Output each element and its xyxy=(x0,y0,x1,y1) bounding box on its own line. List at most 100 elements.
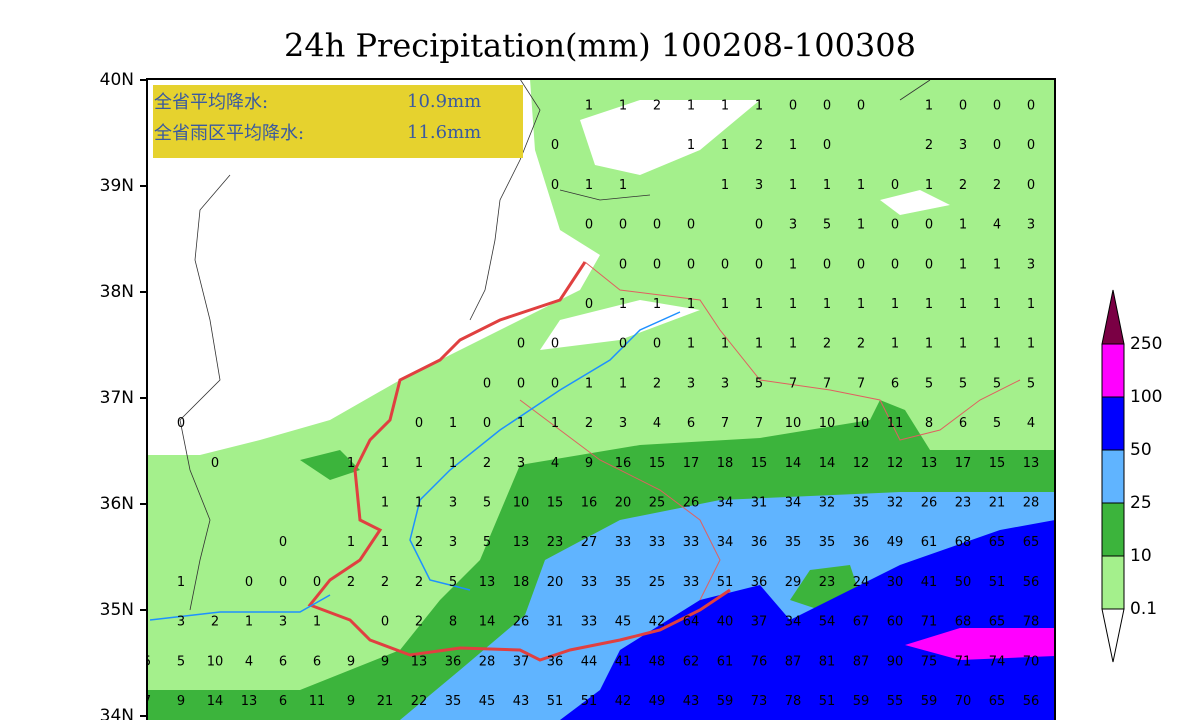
grid-value: 0 xyxy=(551,376,559,391)
grid-value: 1 xyxy=(415,496,423,511)
colorbar-label: 250 xyxy=(1130,334,1162,354)
grid-value: 48 xyxy=(649,654,666,669)
grid-value: 5 xyxy=(483,535,491,550)
grid-value: 13 xyxy=(411,654,428,669)
grid-value: 5 xyxy=(449,575,457,590)
grid-value: 59 xyxy=(717,694,734,709)
grid-value: 3 xyxy=(279,615,287,630)
grid-value: 68 xyxy=(955,535,972,550)
grid-value: 10 xyxy=(513,496,530,511)
grid-value: 14 xyxy=(207,694,224,709)
grid-value: 67 xyxy=(853,615,870,630)
grid-value: 51 xyxy=(581,694,598,709)
grid-value: 0 xyxy=(823,138,831,153)
grid-value: 13 xyxy=(1023,456,1040,471)
grid-value: 0 xyxy=(619,257,627,272)
grid-value: 0 xyxy=(891,218,899,233)
grid-value: 2 xyxy=(653,99,661,114)
lat-label: 39N xyxy=(100,176,134,196)
grid-value: 3 xyxy=(177,615,185,630)
grid-value: 2 xyxy=(347,575,355,590)
grid-value: 3 xyxy=(449,535,457,550)
grid-value: 1 xyxy=(313,615,321,630)
grid-value: 0 xyxy=(857,257,865,272)
grid-value: 1 xyxy=(721,337,729,352)
grid-value: 18 xyxy=(513,575,530,590)
grid-value: 78 xyxy=(785,694,802,709)
grid-value: 0 xyxy=(483,376,491,391)
grid-value: 15 xyxy=(989,456,1006,471)
grid-value: 1 xyxy=(687,297,695,312)
grid-value: 10 xyxy=(819,416,836,431)
grid-value: 10 xyxy=(853,416,870,431)
grid-value: 1 xyxy=(959,297,967,312)
grid-value: 1 xyxy=(177,575,185,590)
grid-value: 0 xyxy=(653,257,661,272)
grid-value: 3 xyxy=(687,376,695,391)
grid-value: 0 xyxy=(279,535,287,550)
grid-value: 0 xyxy=(551,138,559,153)
grid-value: 44 xyxy=(581,654,598,669)
grid-value: 5 xyxy=(993,416,1001,431)
grid-value: 0 xyxy=(891,178,899,193)
grid-value: 1 xyxy=(789,138,797,153)
lat-label: 34N xyxy=(100,706,134,720)
grid-value: 7 xyxy=(823,376,831,391)
grid-value: 34 xyxy=(785,615,802,630)
grid-value: 76 xyxy=(751,654,768,669)
grid-value: 3 xyxy=(619,416,627,431)
grid-value: 90 xyxy=(887,654,904,669)
grid-value: 11 xyxy=(887,416,904,431)
grid-value: 1 xyxy=(789,257,797,272)
grid-value: 45 xyxy=(615,615,632,630)
grid-value: 1 xyxy=(891,337,899,352)
grid-value: 1 xyxy=(755,99,763,114)
grid-value: 10 xyxy=(785,416,802,431)
grid-value: 36 xyxy=(547,654,564,669)
grid-value: 5 xyxy=(483,496,491,511)
grid-value: 34 xyxy=(717,496,734,511)
grid-value: 1 xyxy=(585,178,593,193)
grid-value: 35 xyxy=(785,535,802,550)
grid-value: 4 xyxy=(653,416,661,431)
grid-value: 6 xyxy=(891,376,899,391)
grid-value: 35 xyxy=(615,575,632,590)
grid-value: 2 xyxy=(823,337,831,352)
grid-value: 15 xyxy=(649,456,666,471)
grid-value: 23 xyxy=(547,535,564,550)
grid-value: 5 xyxy=(993,376,1001,391)
grid-value: 9 xyxy=(381,654,389,669)
grid-value: 1 xyxy=(619,99,627,114)
grid-value: 0 xyxy=(279,575,287,590)
grid-value: 54 xyxy=(819,615,836,630)
grid-value: 43 xyxy=(683,694,700,709)
grid-value: 1 xyxy=(381,535,389,550)
colorbar-label: 10 xyxy=(1130,546,1152,566)
avg-value: 10.9mm xyxy=(407,91,481,112)
grid-value: 45 xyxy=(479,694,496,709)
grid-value: 1 xyxy=(891,297,899,312)
grid-value: 9 xyxy=(177,694,185,709)
grid-value: 1 xyxy=(959,218,967,233)
grid-value: 1 xyxy=(245,615,253,630)
grid-value: 1 xyxy=(925,99,933,114)
grid-value: 9 xyxy=(347,654,355,669)
grid-value: 73 xyxy=(751,694,768,709)
info-box: 全省平均降水: 10.9mm 全省雨区平均降水: 11.6mm xyxy=(153,85,523,158)
grid-value: 5 xyxy=(823,218,831,233)
grid-value: 71 xyxy=(955,654,972,669)
grid-value: 34 xyxy=(717,535,734,550)
grid-value: 42 xyxy=(649,615,666,630)
grid-value: 37 xyxy=(513,654,530,669)
grid-value: 5 xyxy=(143,654,151,669)
grid-value: 0 xyxy=(619,337,627,352)
grid-value: 11 xyxy=(309,694,326,709)
colorbar-box xyxy=(1101,343,1125,398)
colorbar-label: 100 xyxy=(1130,387,1162,407)
grid-value: 2 xyxy=(415,575,423,590)
grid-value: 59 xyxy=(853,694,870,709)
colorbar-label: 50 xyxy=(1130,440,1152,460)
grid-value: 2 xyxy=(755,138,763,153)
grid-value: 1 xyxy=(959,337,967,352)
grid-value: 41 xyxy=(615,654,632,669)
